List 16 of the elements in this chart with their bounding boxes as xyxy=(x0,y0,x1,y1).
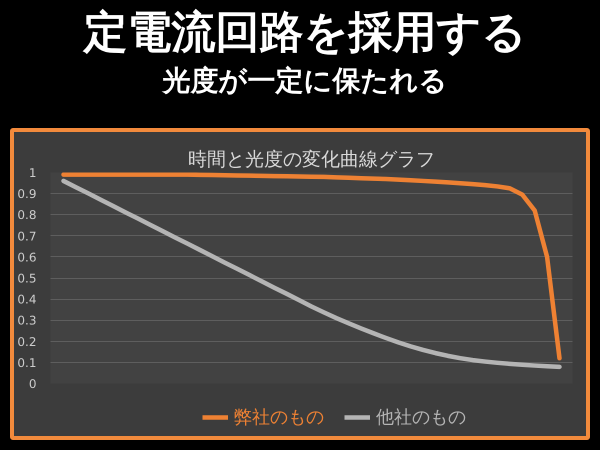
y-tick-label: 0.6 xyxy=(17,250,37,264)
y-tick-label: 0.3 xyxy=(17,314,37,328)
y-tick-label: 0.9 xyxy=(17,187,37,202)
legend-label: 弊社のもの xyxy=(234,406,324,428)
text: 定電流回路を採用する xyxy=(82,7,528,60)
chart-title: 時間と光度の変化曲線グラフ xyxy=(188,148,435,170)
y-tick-label: 0.4 xyxy=(17,292,37,307)
y-tick-label: 0.1 xyxy=(17,356,37,370)
legend-label: 他社のもの xyxy=(376,406,466,428)
text: 光度が一定に保たれる xyxy=(160,64,448,98)
y-tick-label: 0.8 xyxy=(17,208,37,222)
y-tick-label: 0.2 xyxy=(17,334,37,349)
y-tick-label: 0.5 xyxy=(17,272,37,286)
y-tick-label: 0.7 xyxy=(17,229,37,244)
y-tick-label: 1 xyxy=(28,166,37,180)
y-tick-label: 0 xyxy=(28,377,37,391)
